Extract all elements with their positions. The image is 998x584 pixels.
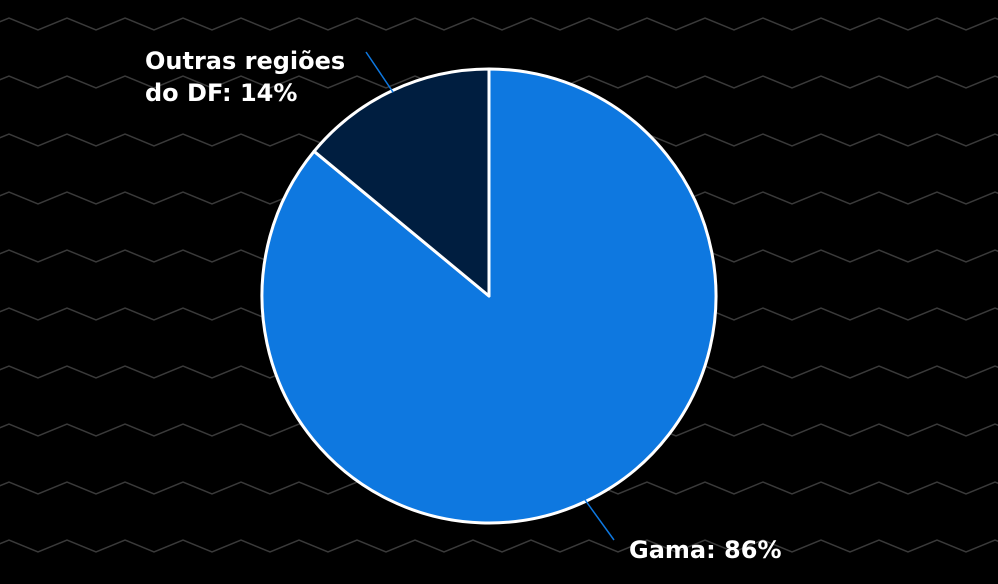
zigzag-line — [0, 539, 998, 553]
slice-label-outras-regioes: Outras regiões do DF: 14% — [145, 47, 354, 107]
pie-slices — [260, 67, 718, 525]
leader-line-outras-regioes — [365, 51, 394, 93]
slice-label-gama: Gama: 86% — [629, 536, 782, 564]
zigzag-line — [0, 17, 998, 31]
leader-lines — [365, 51, 615, 541]
leader-line-gama — [584, 499, 615, 541]
